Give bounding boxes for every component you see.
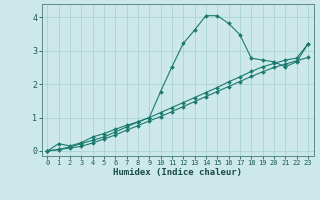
X-axis label: Humidex (Indice chaleur): Humidex (Indice chaleur) (113, 168, 242, 177)
